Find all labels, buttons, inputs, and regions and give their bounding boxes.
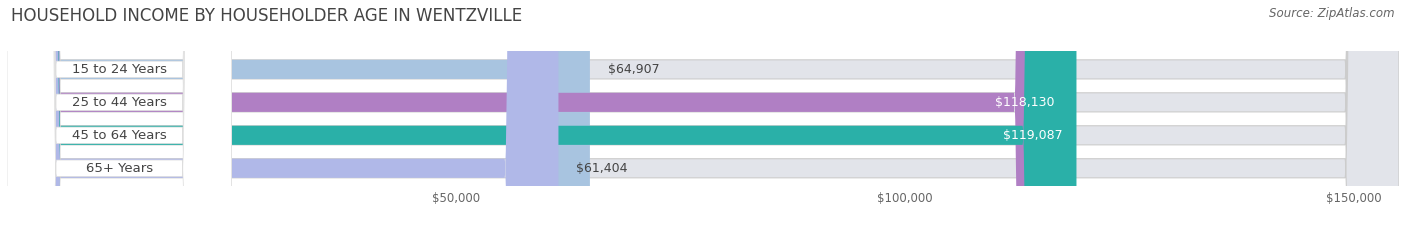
Text: $118,130: $118,130 [995, 96, 1054, 109]
FancyBboxPatch shape [7, 0, 1399, 233]
Text: 15 to 24 Years: 15 to 24 Years [72, 63, 167, 76]
FancyBboxPatch shape [7, 0, 1077, 233]
FancyBboxPatch shape [7, 0, 558, 233]
FancyBboxPatch shape [7, 0, 1069, 233]
Text: $64,907: $64,907 [607, 63, 659, 76]
Text: Source: ZipAtlas.com: Source: ZipAtlas.com [1270, 7, 1395, 20]
FancyBboxPatch shape [7, 0, 232, 233]
FancyBboxPatch shape [7, 0, 232, 233]
FancyBboxPatch shape [7, 0, 232, 233]
FancyBboxPatch shape [7, 0, 1399, 233]
FancyBboxPatch shape [7, 0, 1399, 233]
Text: HOUSEHOLD INCOME BY HOUSEHOLDER AGE IN WENTZVILLE: HOUSEHOLD INCOME BY HOUSEHOLDER AGE IN W… [11, 7, 523, 25]
Text: $61,404: $61,404 [576, 162, 628, 175]
Text: 25 to 44 Years: 25 to 44 Years [72, 96, 167, 109]
Text: $119,087: $119,087 [1004, 129, 1063, 142]
Text: 45 to 64 Years: 45 to 64 Years [72, 129, 167, 142]
FancyBboxPatch shape [7, 0, 1399, 233]
Text: 65+ Years: 65+ Years [86, 162, 153, 175]
FancyBboxPatch shape [7, 0, 232, 233]
FancyBboxPatch shape [7, 0, 591, 233]
